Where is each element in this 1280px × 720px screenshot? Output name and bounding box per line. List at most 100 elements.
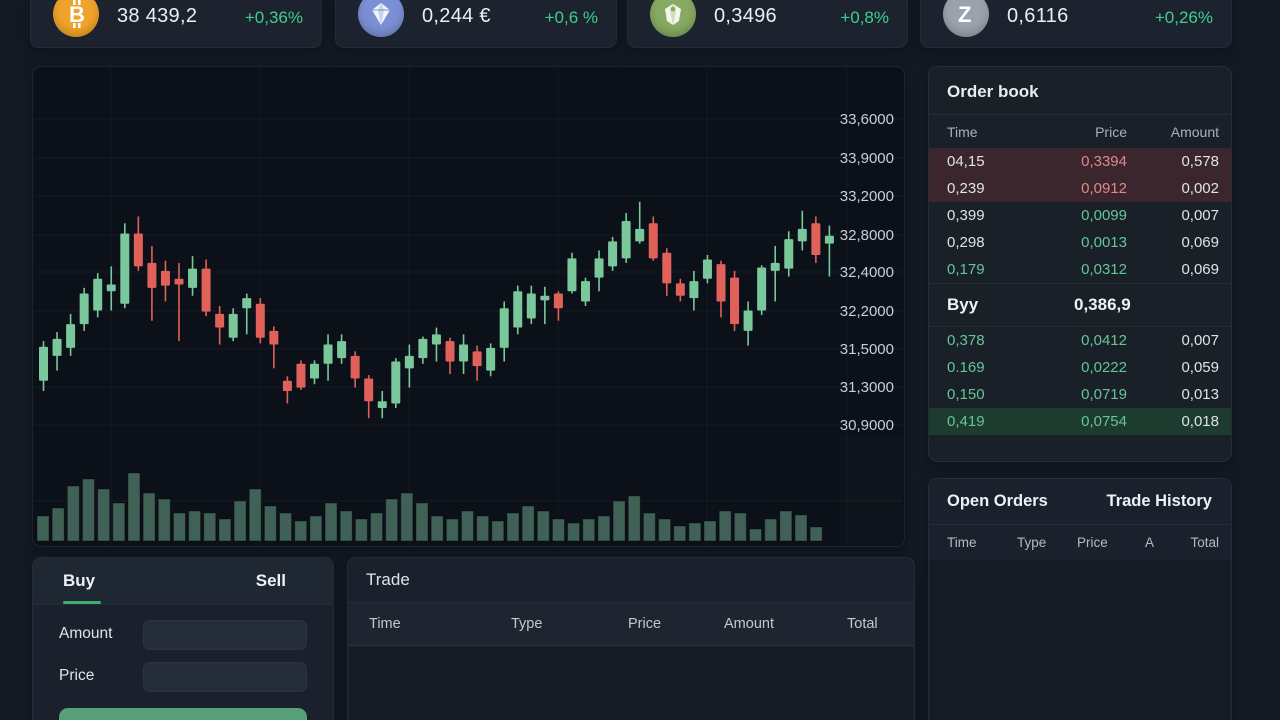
volume-bar (718, 510, 732, 542)
svg-text:B: B (69, 2, 85, 27)
tab-open-orders[interactable]: Open Orders (947, 492, 1048, 510)
candle (160, 270, 170, 286)
orderbook-row[interactable]: 0,298 0,0013 0,069 (929, 229, 1231, 256)
orderbook-price-cell: 0,3394 (1081, 153, 1127, 170)
volume-bar (688, 522, 702, 542)
orderbook-row[interactable]: 0,378 0,0412 0,007 (929, 327, 1231, 354)
trade-header-row: Time Type Price Amount Total (348, 603, 914, 646)
volume-bar (385, 498, 399, 542)
volume-bar (112, 502, 126, 542)
candle (282, 380, 292, 391)
candle (323, 344, 333, 364)
candle (513, 291, 523, 328)
ticker-card-gem[interactable]: 0,3496 +0,8% (627, 0, 908, 48)
volume-bar (521, 505, 535, 542)
orderbook-sell-rows: 04,15 0,3394 0,578 0,239 0,0912 0,002 0,399 0,0… (929, 148, 1231, 283)
candle (824, 235, 834, 244)
volume-bar (627, 495, 641, 542)
trade-empty-body (349, 647, 913, 720)
volume-bar (66, 485, 80, 542)
tab-sell[interactable]: Sell (255, 571, 286, 590)
ticker-card-zcoin[interactable]: Z 0,6116 +0,26% (920, 0, 1232, 48)
candle (797, 228, 807, 242)
candlestick-chart-panel: 33,6000 33,9000 33,2000 32,8000 32,4000 32,20… (32, 66, 905, 547)
trade-title: Trade (366, 570, 410, 589)
orderbook-price-cell: 0,0412 (1081, 332, 1127, 349)
orderbook-price-cell: 0,0013 (1081, 234, 1127, 251)
amount-row: Amount (59, 620, 307, 650)
volume-bar (673, 525, 687, 542)
price-axis-label: 30,9000 (840, 417, 894, 434)
candle (133, 233, 143, 267)
tab-trade-history[interactable]: Trade History (1106, 492, 1212, 510)
candle (431, 334, 441, 345)
orderbook-amount-cell: 0,002 (1181, 180, 1219, 197)
volume-bar (370, 512, 384, 542)
volume-bar (248, 488, 262, 542)
orderbook-time-cell: 0,150 (947, 386, 985, 403)
open-orders-col-a: A (1145, 534, 1155, 550)
volume-bar (188, 510, 202, 542)
candle (404, 355, 414, 369)
price-axis-label: 32,4000 (840, 264, 894, 281)
orderbook-row[interactable]: 0.169 0,0222 0,059 (929, 354, 1231, 381)
volume-bar (172, 512, 186, 542)
tab-buy[interactable]: Buy (63, 571, 96, 590)
price-input[interactable] (143, 662, 307, 692)
amount-input[interactable] (143, 620, 307, 650)
volume-bar (400, 492, 414, 542)
open-orders-col-time: Time (947, 534, 977, 550)
volume-bar (582, 518, 596, 542)
orderbook-row[interactable]: 0,399 0,0099 0,007 (929, 202, 1231, 229)
orderbook-row[interactable]: 0,150 0,0719 0,013 (929, 381, 1231, 408)
volume-bar (506, 512, 520, 542)
trade-title-row: Trade (348, 558, 914, 603)
volume-bar (779, 510, 793, 542)
candle (540, 295, 550, 301)
volume-bar (658, 518, 672, 542)
orderbook-amount-cell: 0,007 (1181, 332, 1219, 349)
candle (106, 284, 116, 292)
price-axis-label: 31,3000 (840, 379, 894, 396)
volume-bar (324, 502, 338, 542)
orderbook-amount-cell: 0,007 (1181, 207, 1219, 224)
volume-bar (279, 512, 293, 542)
candle (526, 293, 536, 319)
volume-bar (460, 510, 474, 542)
candle (215, 313, 225, 328)
candle (770, 262, 780, 271)
orderbook-time-cell: 0,419 (947, 413, 985, 430)
orderbook-time-cell: 04,15 (947, 153, 985, 170)
orderbook-row[interactable]: 0,179 0,0312 0,069 (929, 256, 1231, 283)
orderbook-row[interactable]: 04,15 0,3394 0,578 (929, 148, 1231, 175)
price-axis-label: 32,8000 (840, 227, 894, 244)
orderbook-row[interactable]: 0,239 0,0912 0,002 (929, 175, 1231, 202)
volume-bar (218, 518, 232, 542)
ticker-change: +0,6 % (544, 8, 598, 27)
buy-submit-button[interactable] (59, 708, 307, 720)
candlestick-chart: 33,6000 33,9000 33,2000 32,8000 32,4000 32,20… (34, 111, 903, 542)
candle (120, 233, 130, 304)
orderbook-row[interactable]: 0,419 0,0754 0,018 (929, 408, 1231, 435)
axis-haze (839, 435, 903, 545)
ticker-card-bitcoin[interactable]: B 38 439,2 +0,36% (30, 0, 322, 48)
gem-icon (650, 0, 696, 37)
volume-bar (294, 520, 308, 542)
volume-bar (551, 518, 565, 542)
amount-label: Amount (59, 625, 113, 642)
volume-bar (536, 510, 550, 542)
ticker-card-diamond[interactable]: 0,244 € +0,6 % (335, 0, 617, 48)
buy-label: Byy (947, 295, 979, 314)
open-orders-panel: Open Orders Trade History Time Type Price A… (928, 478, 1232, 720)
candle (79, 293, 89, 325)
orderbook-time-cell: 0,378 (947, 332, 985, 349)
volume-bar (491, 520, 505, 542)
candle (784, 239, 794, 269)
ticker-value: 38 439,2 (117, 5, 198, 27)
volume-bar (597, 515, 611, 542)
orderbook-mid-row[interactable]: Byy 0,386,9 (929, 283, 1231, 327)
volume-bar (157, 498, 171, 542)
candle (242, 298, 252, 309)
open-orders-col-price: Price (1077, 534, 1108, 550)
orderbook-price-cell: 0,0222 (1081, 359, 1127, 376)
